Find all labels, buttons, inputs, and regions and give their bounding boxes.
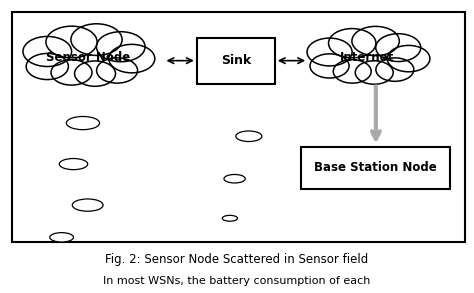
Circle shape xyxy=(26,53,68,80)
Circle shape xyxy=(387,45,430,72)
Bar xyxy=(197,38,275,84)
Circle shape xyxy=(109,44,155,73)
Ellipse shape xyxy=(222,215,237,221)
Text: Internet: Internet xyxy=(340,51,394,64)
Circle shape xyxy=(71,24,122,55)
Bar xyxy=(12,12,465,242)
Circle shape xyxy=(376,34,421,62)
Ellipse shape xyxy=(50,233,73,242)
Bar xyxy=(301,146,450,189)
Text: In most WSNs, the battery consumption of each: In most WSNs, the battery consumption of… xyxy=(103,276,371,286)
Ellipse shape xyxy=(66,116,100,130)
Ellipse shape xyxy=(59,159,88,170)
Ellipse shape xyxy=(236,131,262,142)
Circle shape xyxy=(333,60,371,83)
Circle shape xyxy=(356,61,393,84)
Ellipse shape xyxy=(224,174,246,183)
Circle shape xyxy=(307,38,352,66)
Ellipse shape xyxy=(72,199,103,211)
Circle shape xyxy=(96,32,145,62)
Circle shape xyxy=(51,60,92,85)
Circle shape xyxy=(46,26,97,58)
Circle shape xyxy=(376,58,414,81)
Circle shape xyxy=(310,54,349,78)
Text: Sink: Sink xyxy=(221,54,251,67)
Circle shape xyxy=(352,26,399,56)
Text: Fig. 2: Sensor Node Scattered in Sensor field: Fig. 2: Sensor Node Scattered in Sensor … xyxy=(105,253,369,266)
Text: Sensor Node: Sensor Node xyxy=(46,50,130,64)
Circle shape xyxy=(97,58,137,83)
Circle shape xyxy=(23,36,72,67)
Circle shape xyxy=(74,61,116,86)
Circle shape xyxy=(328,28,376,58)
Text: Base Station Node: Base Station Node xyxy=(314,161,437,174)
